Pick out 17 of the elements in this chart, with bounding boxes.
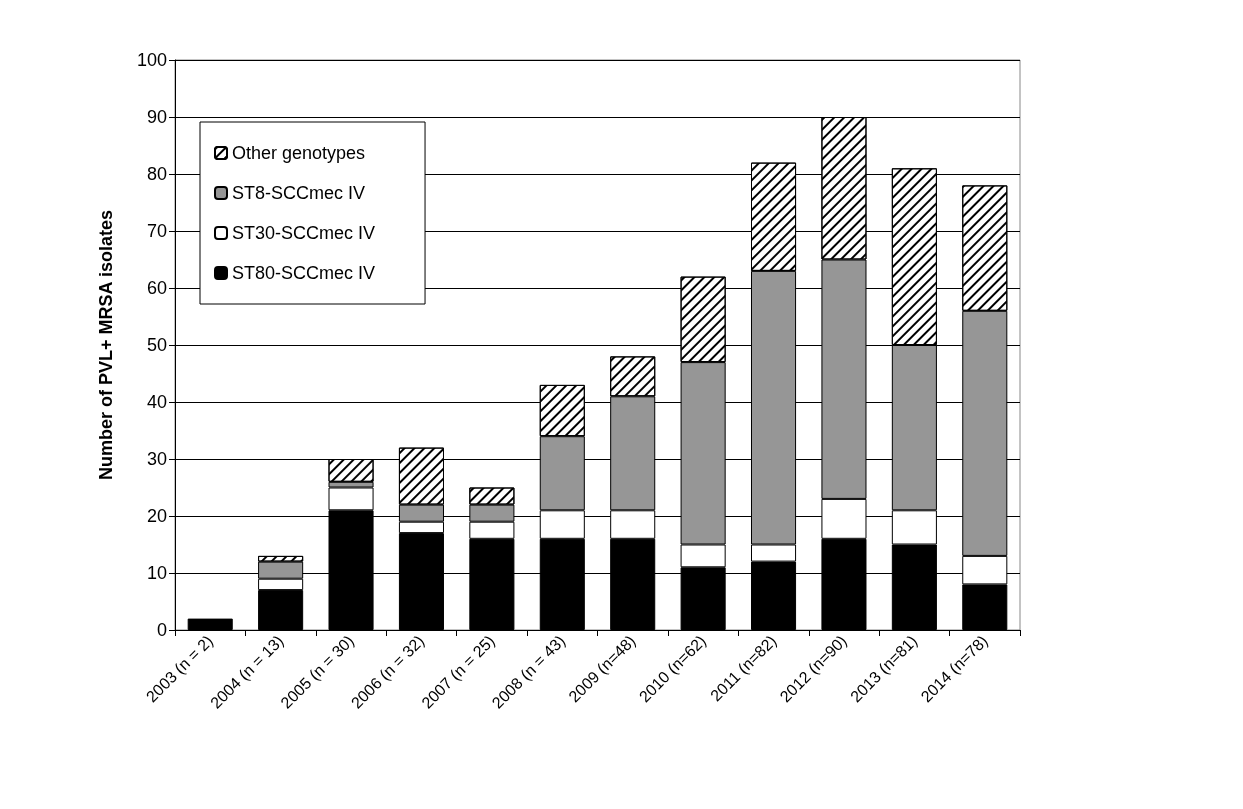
y-tick-label: 0 (156, 620, 167, 640)
bar (187, 618, 233, 630)
legend-label: ST8-SCCmec IV (232, 183, 366, 203)
y-tick-label: 80 (146, 164, 167, 184)
y-tick-label: 70 (146, 221, 167, 241)
y-tick-label: 30 (146, 449, 167, 469)
y-tick-label: 100 (136, 50, 167, 70)
y-tick-label: 40 (146, 392, 167, 412)
legend-label: Other genotypes (232, 143, 366, 163)
legend-label: ST30-SCCmec IV (232, 223, 376, 243)
y-axis-title: Number of PVL+ MRSA isolates (96, 210, 116, 480)
y-tick-label: 60 (146, 278, 167, 298)
y-tick-label: 10 (146, 563, 167, 583)
y-tick-label: 90 (146, 107, 167, 127)
y-tick-label: 50 (146, 335, 167, 355)
y-tick-label: 20 (146, 506, 167, 526)
legend-label: ST80-SCCmec IV (232, 263, 376, 283)
